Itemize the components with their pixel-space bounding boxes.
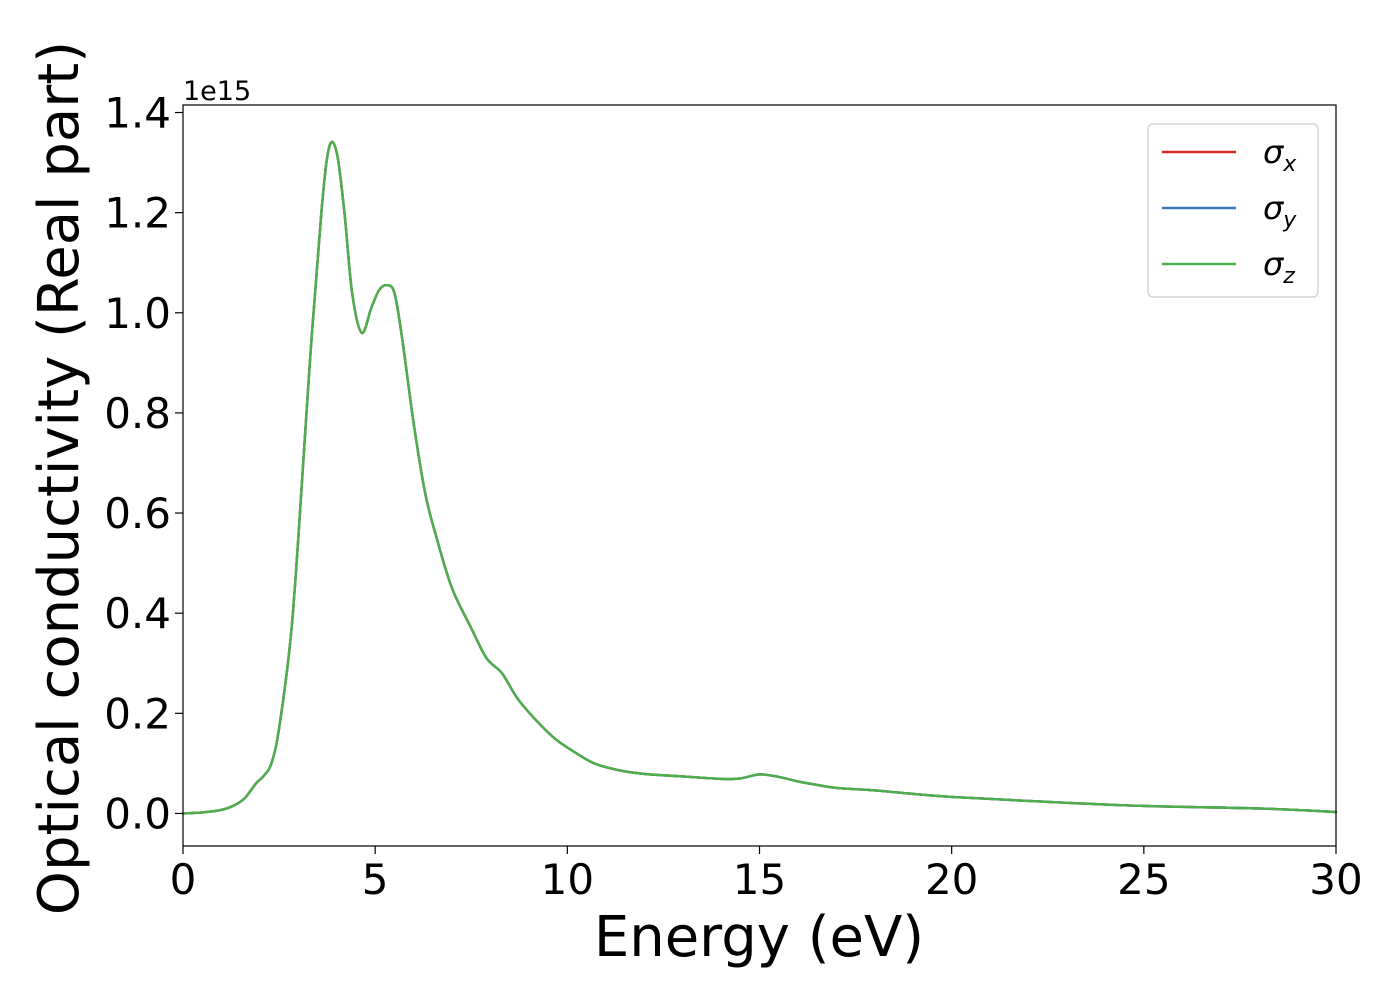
y-tick-label: 1.4 — [104, 89, 171, 138]
x-tick-label: 25 — [1117, 855, 1170, 904]
x-tick-label: 10 — [541, 855, 594, 904]
y-tick-label: 0.8 — [104, 389, 171, 438]
legend: σx σy σz — [1147, 123, 1319, 298]
x-tick-label: 0 — [170, 855, 197, 904]
legend-box — [1147, 123, 1319, 298]
x-tick-label: 5 — [362, 855, 389, 904]
y-tick-label: 1.2 — [104, 189, 171, 238]
y-tick-label: 1.0 — [104, 289, 171, 338]
x-tick-label: 20 — [925, 855, 978, 904]
y-tick-label: 0.0 — [104, 789, 171, 838]
legend-label-x: σx — [1263, 133, 1297, 177]
series-line-z — [181, 140, 1338, 815]
legend-label-z: σz — [1263, 245, 1295, 289]
legend-label-y: σy — [1263, 189, 1297, 233]
x-tick-label: 15 — [733, 855, 786, 904]
y-axis-ticks: 0.0 0.2 0.4 0.6 0.8 1.0 1.2 1.4 — [104, 89, 183, 838]
y-tick-label: 0.2 — [104, 689, 171, 738]
y-tick-label: 0.6 — [104, 489, 171, 538]
x-tick-label: 30 — [1309, 855, 1362, 904]
y-axis-label: Optical conductivity (Real part) — [27, 41, 92, 915]
x-axis-ticks: 0 5 10 15 20 25 30 — [170, 846, 1363, 904]
series-group — [181, 140, 1338, 815]
y-tick-label: 0.4 — [104, 589, 171, 638]
x-axis-label: Energy (eV) — [594, 905, 924, 970]
y-axis-multiplier: 1e15 — [183, 76, 251, 107]
